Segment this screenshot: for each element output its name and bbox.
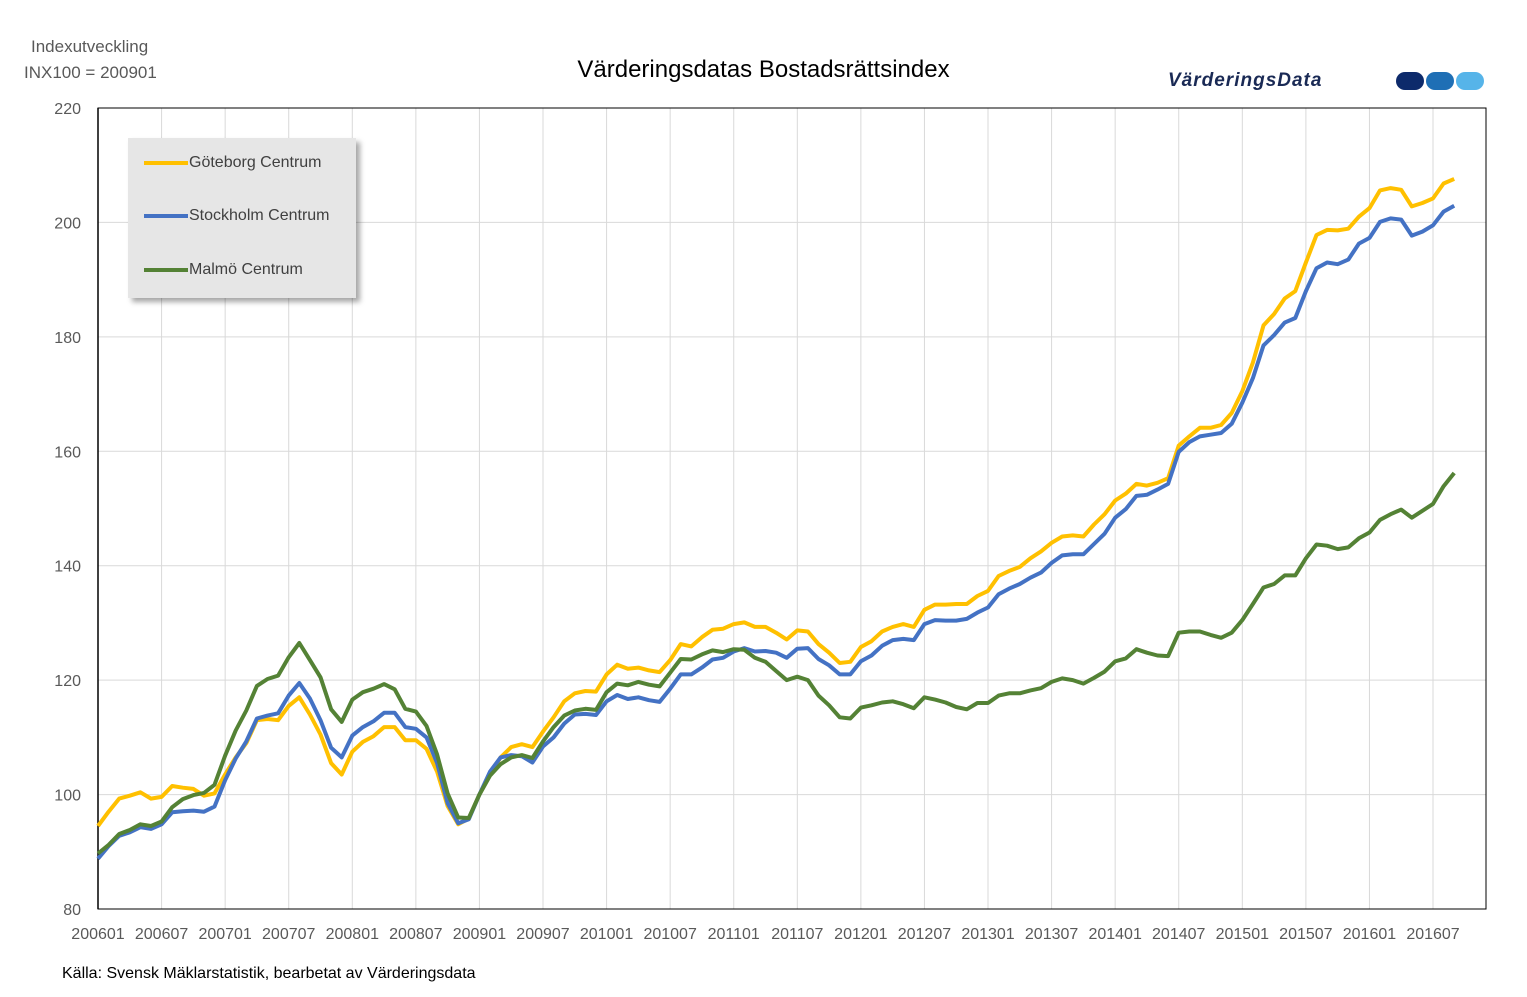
x-tick-label: 201501 (1216, 926, 1269, 943)
x-tick-label: 200807 (389, 926, 442, 943)
x-tick-label: 201007 (643, 926, 696, 943)
x-tick-label: 200701 (198, 926, 251, 943)
y-tick-label: 160 (54, 444, 81, 461)
x-tick-label: 201307 (1025, 926, 1078, 943)
legend-label: Malmö Centrum (189, 261, 303, 278)
legend-swatch (144, 161, 188, 165)
legend-swatch (144, 268, 188, 272)
legend-swatch (144, 214, 188, 218)
legend-label: Stockholm Centrum (189, 207, 330, 224)
source-note: Källa: Svensk Mäklarstatistik, bearbetat… (62, 965, 476, 982)
legend-label: Göteborg Centrum (189, 154, 322, 171)
x-tick-label: 201401 (1088, 926, 1141, 943)
legend-item-stockholm: Stockholm Centrum (144, 207, 330, 225)
x-tick-label: 201507 (1279, 926, 1332, 943)
x-tick-label: 201607 (1406, 926, 1459, 943)
chart-title: Värderingsdatas Bostadsrättsindex (577, 56, 950, 83)
x-tick-label: 200601 (71, 926, 124, 943)
series-line-goteborg (96, 177, 1455, 828)
x-tick-label: 201207 (898, 926, 951, 943)
x-tick-label: 200607 (135, 926, 188, 943)
legend: Göteborg Centrum Stockholm Centrum Malmö… (128, 138, 356, 298)
y-axis-label-line1: Indexutveckling (31, 37, 149, 56)
y-tick-label: 100 (54, 788, 81, 805)
x-tick-label: 201201 (834, 926, 887, 943)
y-tick-label: 180 (54, 330, 81, 347)
x-tick-label: 201301 (961, 926, 1014, 943)
x-tick-label: 201101 (708, 926, 760, 943)
x-tick-label: 201001 (580, 926, 633, 943)
logo-dot-2 (1426, 72, 1454, 90)
legend-item-goteborg: Göteborg Centrum (144, 154, 322, 172)
y-tick-label: 140 (54, 559, 81, 576)
x-tick-label: 201601 (1343, 926, 1396, 943)
x-tick-label: 201407 (1152, 926, 1205, 943)
y-tick-label: 200 (54, 215, 81, 232)
series-line-malmo (96, 471, 1456, 856)
series-line-stockholm (96, 204, 1456, 860)
y-tick-label: 220 (54, 101, 81, 118)
y-tick-label: 80 (63, 902, 81, 919)
logo-dot-1 (1396, 72, 1424, 90)
y-axis-label-line2: INX100 = 200901 (24, 63, 157, 82)
x-tick-label: 200707 (262, 926, 315, 943)
x-tick-label: 200901 (453, 926, 506, 943)
logo-dot-3 (1456, 72, 1484, 90)
logo: VärderingsData (1168, 70, 1323, 91)
x-tick-label: 200801 (326, 926, 379, 943)
x-tick-label: 201107 (771, 926, 823, 943)
y-tick-label: 120 (54, 673, 81, 690)
legend-item-malmo: Malmö Centrum (144, 261, 303, 279)
x-tick-label: 200907 (516, 926, 569, 943)
